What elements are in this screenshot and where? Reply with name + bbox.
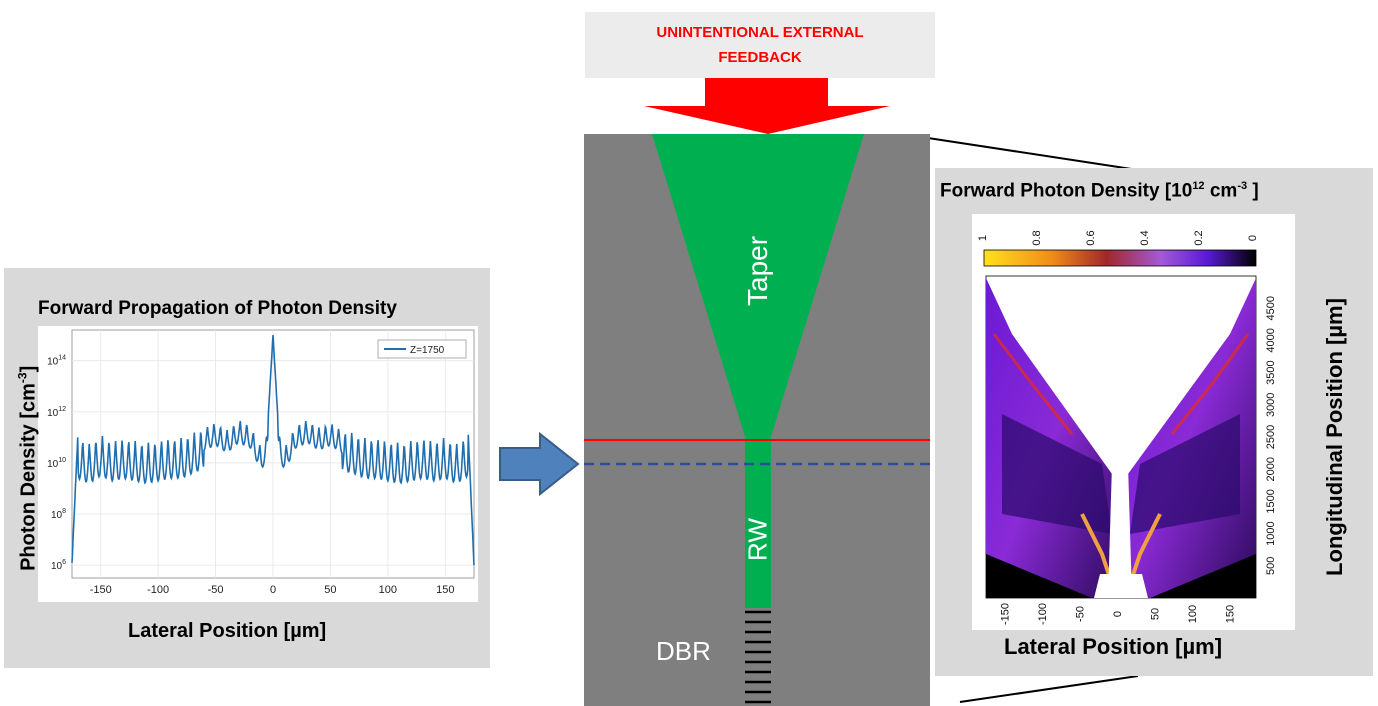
y-tick-label: 108 [51, 508, 66, 521]
heatmap-x-tick: 100 [1187, 605, 1199, 623]
y-tick-label: 1014 [47, 355, 66, 368]
heatmap-chart: -150 -100 -50 0 50 100 150 500 1000 1500 2000 2500… [977, 230, 1277, 625]
colorbar-tick: 1 [977, 235, 989, 241]
x-tick-label: -150 [90, 584, 112, 596]
colorbar-tick: 0 [1247, 235, 1259, 241]
left-x-label: Lateral Position [µm] [128, 620, 327, 642]
right-panel-title: Forward Photon Density [1012 cm-3 ] [940, 180, 1259, 202]
heatmap-y-tick: 500 [1265, 557, 1277, 575]
feedback-box: UNINTENTIONAL EXTERNAL FEEDBACK [585, 12, 935, 78]
colorbar-tick: 0.4 [1139, 230, 1151, 245]
right-arrow-icon [499, 431, 580, 497]
right-y-label: Longitudinal Position [µm] [1322, 298, 1347, 576]
ridge-waveguide [745, 438, 771, 608]
heatmap-y-tick: 3000 [1265, 393, 1277, 417]
x-tick-label: -100 [147, 584, 169, 596]
colorbar [983, 249, 1257, 267]
colorbar-tick: 0.8 [1031, 230, 1043, 245]
heatmap-y-tick: 3500 [1265, 360, 1277, 384]
right-x-label: Lateral Position [µm] [1004, 634, 1223, 659]
heatmap-y-tick: 4000 [1265, 328, 1277, 352]
y-tick-label: 1012 [47, 406, 66, 419]
dbr-grating [745, 610, 771, 704]
x-tick-label: 0 [270, 584, 276, 596]
feedback-label-line1: UNINTENTIONAL EXTERNAL [656, 24, 864, 41]
x-tick-label: 100 [379, 584, 397, 596]
y-tick-label: 1010 [47, 457, 66, 470]
left-y-label: Photon Density [cm-3] [15, 365, 40, 571]
left-panel-title: Forward Propagation of Photon Density [38, 298, 397, 319]
heatmap-x-tick: 50 [1150, 608, 1162, 620]
feedback-label-line2: FEEDBACK [718, 49, 802, 66]
heatmap-y-tick: 1000 [1265, 521, 1277, 545]
left-line-chart: -150 -100 -50 0 50 100 150 106 108 1010 1012 1014 Z=… [47, 329, 475, 596]
heatmap-x-tick: 150 [1225, 605, 1237, 623]
legend-label: Z=1750 [410, 345, 445, 356]
heatmap-x-tick: -150 [1000, 603, 1012, 625]
taper-waveguide [652, 134, 864, 440]
x-tick-label: -50 [208, 584, 224, 596]
taper-label: Taper [742, 235, 773, 306]
y-tick-label: 106 [51, 559, 66, 572]
colorbar-tick: 0.6 [1085, 230, 1097, 245]
heatmap-y-tick: 2000 [1265, 457, 1277, 481]
heatmap-x-tick: -100 [1037, 603, 1049, 625]
heatmap-y-tick: 2500 [1265, 425, 1277, 449]
rw-label: RW [742, 518, 773, 561]
zoom-line-bottom [959, 675, 1139, 703]
heatmap-x-tick: -50 [1075, 606, 1087, 622]
x-tick-label: 50 [324, 584, 336, 596]
feedback-arrow-icon [644, 78, 890, 134]
x-tick-label: 150 [436, 584, 454, 596]
series-line-z1750 [71, 335, 475, 566]
zoom-line-top [927, 137, 1139, 171]
heatmap-y-tick: 4500 [1265, 296, 1277, 320]
legend-box [377, 339, 467, 359]
heatmap-x-tick: 0 [1112, 611, 1124, 617]
dbr-label: DBR [656, 636, 711, 666]
colorbar-tick: 0.2 [1193, 230, 1205, 245]
heatmap-y-tick: 1500 [1265, 489, 1277, 513]
